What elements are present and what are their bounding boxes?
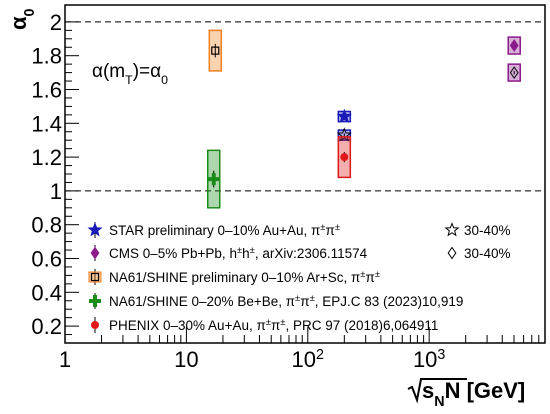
y-tick-label: 0.2 [31,314,62,339]
series-1 [507,36,521,82]
series-layer [206,29,521,209]
x-tick-label: 1 [59,347,71,372]
legend-marker [90,272,100,282]
legend-item: STAR preliminary 0–10% Au+Au, π±π± 30-40% [87,222,511,239]
legend-item: PHENIX 0–30% Au+Au, π±π±, PRC 97 (2018)6… [91,317,438,334]
legend-marker [90,246,100,260]
y-tick-label: 0.6 [31,247,62,272]
data-point [211,46,220,55]
legend-marker [89,295,101,307]
legend-label-secondary: 30-40% [464,223,511,238]
reference-lines [65,21,545,192]
legend-label: NA61/SHINE preliminary 0–10% Ar+Sc, π±π± [109,269,380,286]
data-point [207,173,220,186]
y-tick-label: 1.2 [31,145,62,170]
data-point [336,108,352,123]
legend: STAR preliminary 0–10% Au+Au, π±π± 30-40%… [87,222,511,334]
y-tick-label: 0.8 [31,213,62,238]
x-axis-title: sNN [GeV] [407,378,525,410]
legend-label: STAR preliminary 0–10% Au+Au, π±π± [109,222,340,239]
y-tick-label: 1 [50,179,62,204]
legend-label: CMS 0–5% Pb+Pb, h±h±, arXiv:2306.11574 [109,245,368,262]
y-axis-title-text: α0 [6,8,38,30]
data-point [340,153,349,162]
data-point [509,66,519,79]
series-2 [208,29,223,72]
series-3 [206,149,221,209]
x-axis-title-text: sNN [GeV] [422,378,525,410]
y-tick-label: 1.6 [31,78,62,103]
x-axis: 1 10 102 103 [59,327,546,372]
legend-item: NA61/SHINE preliminary 0–10% Ar+Sc, π±π± [88,269,380,286]
y-tick-label: 0.4 [31,280,62,305]
legend-label: PHENIX 0–30% Au+Au, π±π±, PRC 97 (2018)6… [109,317,438,334]
legend-item: CMS 0–5% Pb+Pb, h±h±, arXiv:2306.11574 30… [90,245,511,262]
legend-marker [87,222,103,237]
data-point [509,39,519,52]
x-tick-label: 102 [292,347,324,372]
plot-frame [64,4,546,344]
series-4 [337,136,352,179]
alpha-annotation: α(mT)=α0 [92,61,168,87]
y-tick-label: 2 [50,10,62,35]
y-tick-label: 1.4 [31,111,62,136]
series-0 [336,108,352,142]
legend-item: NA61/SHINE 0–20% Be+Be, π±π±, EPJ.C 83 (… [89,293,463,310]
x-tick-label: 10 [174,347,198,372]
data-point [336,127,352,142]
legend-box [88,271,102,283]
x-tick-label: 103 [413,347,445,372]
y-axis-title: α0 [6,8,38,30]
legend-marker-secondary [447,246,457,260]
legend-marker-secondary [444,222,460,237]
y-axis: 0.2 0.4 0.6 0.8 1 1.2 1.4 1.6 1.8 2 [31,10,79,339]
legend-label: NA61/SHINE 0–20% Be+Be, π±π±, EPJ.C 83 (… [109,293,463,310]
y-tick-label: 1.8 [31,44,62,69]
legend-label-secondary: 30-40% [464,246,511,261]
sqrt-symbol [407,378,467,404]
legend-marker [91,321,99,329]
